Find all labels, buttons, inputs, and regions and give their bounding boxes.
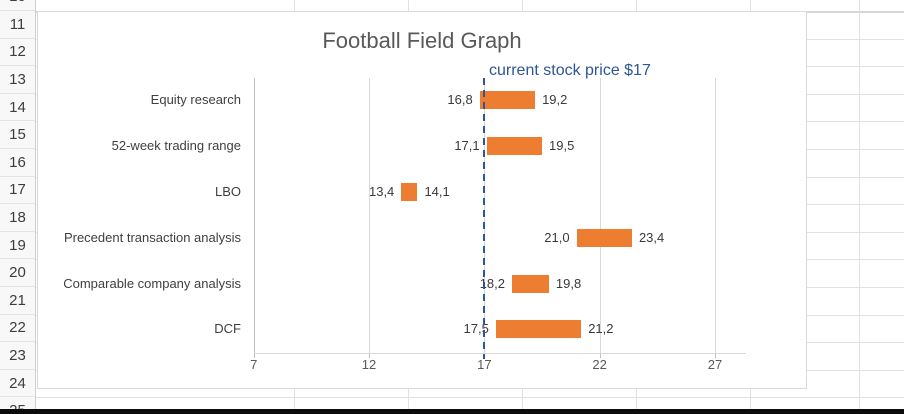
row-header-cell[interactable]: 23 [0, 342, 35, 370]
bar-low-label: 17,5 [463, 321, 489, 337]
bar-low-label: 21,0 [544, 229, 570, 245]
x-axis-tick-mark [253, 353, 255, 358]
category-label: Precedent transaction analysis [63, 229, 241, 245]
row-header-cell[interactable]: 21 [0, 287, 35, 315]
bar-high-label: 14,1 [424, 184, 450, 199]
bar-low-label: 18,2 [479, 275, 506, 291]
row-header-cell[interactable]: 20 [0, 259, 35, 287]
x-axis-tick-mark [599, 353, 601, 358]
range-bar[interactable] [401, 183, 418, 201]
x-axis-tick-label: 22 [592, 357, 607, 372]
x-gridline [599, 78, 601, 353]
range-bar[interactable] [495, 320, 582, 339]
row-header-cell[interactable]: 19 [0, 232, 35, 260]
range-bar[interactable] [576, 228, 632, 247]
x-gridline [369, 78, 371, 353]
bar-high-label: 23,4 [638, 229, 665, 245]
chart-title: Football Field Graph [322, 28, 522, 53]
current-price-annotation: current stock price $17 [489, 62, 651, 79]
bar-low-label: 16,8 [447, 92, 473, 108]
grid-row-line [35, 397, 904, 399]
row-header-column[interactable]: 10111213141516171819202122232425 [0, 0, 36, 414]
x-gridline [714, 78, 716, 353]
x-axis-tick-label: 12 [361, 357, 377, 372]
window-bottom-edge [0, 409, 904, 414]
bar-high-label: 21,2 [588, 321, 614, 337]
row-header-cell[interactable]: 11 [0, 11, 35, 39]
bar-low-label: 13,4 [368, 184, 395, 199]
category-label: DCF [214, 321, 241, 337]
category-label: LBO [214, 184, 241, 199]
row-header-cell[interactable]: 16 [0, 149, 35, 177]
chart-container[interactable]: Football Field Graph 7 12 17 22 27 Equity res… [37, 11, 807, 389]
bar-high-label: 19,2 [542, 92, 568, 108]
current-price-dashed-line [483, 78, 485, 359]
range-bar[interactable] [479, 91, 536, 110]
row-header-cell[interactable]: 17 [0, 177, 35, 205]
category-label: Equity research [150, 92, 241, 108]
row-header-cell[interactable]: 15 [0, 121, 35, 149]
x-axis-tick-mark [714, 353, 716, 358]
x-axis-tick-mark [369, 353, 371, 358]
x-axis-tick-label: 17 [477, 357, 492, 372]
x-axis-line [254, 353, 746, 354]
row-header-cell[interactable]: 25 [0, 397, 35, 414]
bar-low-label: 17,1 [454, 138, 480, 154]
row-header-cell[interactable]: 13 [0, 66, 35, 94]
row-header-cell[interactable]: 18 [0, 204, 35, 232]
category-label: 52-week trading range [111, 138, 241, 154]
category-axis-line [253, 78, 255, 353]
category-label: Comparable company analysis [63, 275, 241, 291]
row-header-cell[interactable]: 24 [0, 370, 35, 398]
x-axis-tick-label: 27 [707, 357, 723, 372]
row-header-cell[interactable]: 22 [0, 315, 35, 343]
range-bar[interactable] [486, 137, 542, 156]
x-axis-tick-label: 7 [250, 357, 258, 372]
bar-high-label: 19,8 [555, 275, 582, 291]
row-header-cell[interactable]: 12 [0, 39, 35, 67]
row-header-cell[interactable]: 14 [0, 94, 35, 122]
range-bar[interactable] [512, 274, 549, 293]
bar-high-label: 19,5 [549, 138, 575, 154]
row-header-cell[interactable]: 10 [0, 0, 35, 11]
